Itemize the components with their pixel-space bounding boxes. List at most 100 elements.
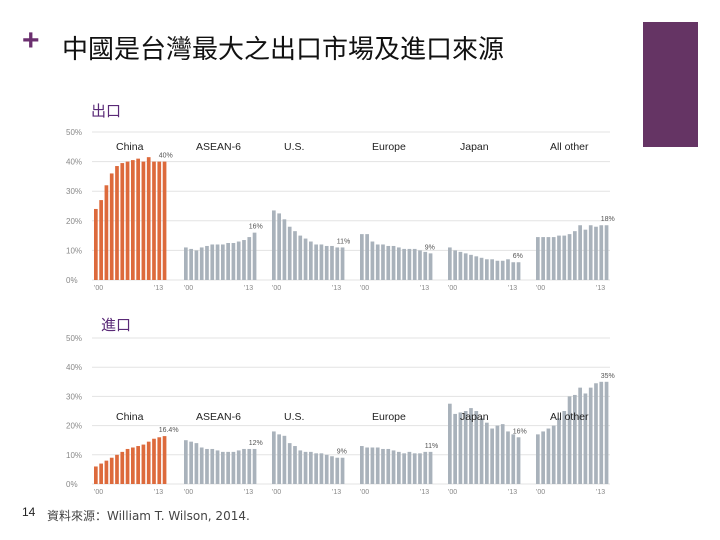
bar bbox=[247, 448, 252, 484]
bar bbox=[511, 434, 516, 484]
bar bbox=[604, 225, 609, 280]
bar bbox=[599, 225, 604, 280]
group-name-label: ASEAN-6 bbox=[196, 141, 241, 153]
end-value-label: 18% bbox=[601, 216, 615, 223]
group-name-label: U.S. bbox=[284, 411, 304, 423]
bar bbox=[210, 244, 215, 280]
x-tick-label: '13 bbox=[332, 285, 341, 292]
bar bbox=[391, 245, 396, 280]
bar bbox=[402, 248, 406, 280]
bar bbox=[370, 241, 375, 280]
bar bbox=[157, 161, 162, 280]
y-tick-label: 20% bbox=[66, 217, 82, 226]
bar bbox=[573, 394, 577, 484]
bar bbox=[215, 244, 220, 280]
end-value-label: 9% bbox=[337, 449, 347, 456]
x-tick-label: '00 bbox=[448, 285, 457, 292]
bar bbox=[99, 200, 103, 280]
bar bbox=[340, 247, 345, 280]
group-name-label: All other bbox=[550, 141, 589, 153]
bar bbox=[562, 411, 567, 484]
bar bbox=[588, 387, 593, 484]
y-tick-label: 40% bbox=[66, 363, 82, 372]
bar bbox=[141, 444, 146, 484]
x-tick-label: '13 bbox=[332, 489, 341, 496]
source-note: 資料來源：William T. Wilson, 2014. bbox=[47, 509, 250, 523]
x-tick-label: '00 bbox=[94, 489, 103, 496]
bar bbox=[99, 463, 103, 484]
bar bbox=[490, 428, 494, 484]
bar bbox=[604, 381, 609, 484]
bar bbox=[578, 225, 582, 280]
bar bbox=[407, 248, 412, 280]
bar bbox=[125, 161, 130, 280]
bar bbox=[162, 436, 167, 484]
bar bbox=[458, 412, 463, 484]
end-value-label: 40% bbox=[159, 153, 173, 160]
group-name-label: Europe bbox=[372, 411, 406, 423]
bar bbox=[319, 244, 324, 280]
bar bbox=[546, 237, 551, 280]
bar bbox=[252, 448, 257, 484]
group-name-label: U.S. bbox=[284, 141, 304, 153]
slide-title: 中國是台灣最大之出口市場及進口來源 bbox=[62, 35, 505, 65]
bar bbox=[386, 245, 391, 280]
bar bbox=[242, 448, 246, 484]
bar bbox=[330, 245, 334, 280]
bar bbox=[210, 448, 215, 484]
bullet-plus-icon: + bbox=[22, 24, 40, 57]
bar bbox=[293, 446, 297, 484]
bar bbox=[221, 451, 225, 484]
bar bbox=[386, 448, 391, 484]
bar bbox=[141, 161, 146, 280]
bar bbox=[583, 229, 588, 280]
bar bbox=[226, 243, 230, 280]
bar bbox=[120, 163, 125, 280]
bar bbox=[152, 161, 156, 280]
bar bbox=[375, 244, 380, 280]
bar bbox=[412, 453, 417, 484]
group-name-label: China bbox=[116, 141, 144, 153]
bar bbox=[397, 451, 401, 484]
end-value-label: 16% bbox=[513, 428, 527, 435]
group-name-label: ASEAN-6 bbox=[196, 411, 241, 423]
bar bbox=[330, 456, 334, 484]
bar bbox=[215, 450, 220, 484]
end-value-label: 11% bbox=[337, 238, 351, 245]
bar bbox=[282, 219, 287, 280]
bar bbox=[293, 231, 297, 280]
x-tick-label: '00 bbox=[184, 489, 193, 496]
bar bbox=[205, 245, 209, 280]
group-name-label: All other bbox=[550, 411, 589, 423]
bar bbox=[391, 450, 396, 484]
bar bbox=[485, 422, 489, 484]
bar bbox=[109, 173, 114, 280]
bar bbox=[557, 235, 561, 280]
bar bbox=[423, 451, 428, 484]
bar bbox=[365, 234, 369, 280]
end-value-label: 35% bbox=[601, 373, 615, 380]
bar bbox=[236, 241, 241, 280]
x-tick-label: '13 bbox=[420, 285, 429, 292]
bar bbox=[298, 235, 303, 280]
bar bbox=[381, 448, 385, 484]
x-tick-label: '00 bbox=[536, 285, 545, 292]
bar bbox=[282, 435, 287, 484]
group-name-label: Japan bbox=[460, 141, 489, 153]
bar bbox=[557, 418, 561, 484]
bar bbox=[418, 250, 422, 280]
bar bbox=[115, 166, 119, 280]
bar bbox=[189, 441, 193, 484]
end-value-label: 16% bbox=[249, 224, 263, 231]
bar bbox=[157, 437, 162, 484]
bar bbox=[242, 240, 246, 280]
bar bbox=[453, 413, 457, 484]
bar bbox=[104, 185, 109, 280]
bar bbox=[516, 262, 521, 280]
y-tick-label: 20% bbox=[66, 422, 82, 431]
bar bbox=[314, 244, 318, 280]
bar bbox=[319, 453, 324, 484]
bar bbox=[412, 248, 417, 280]
bar bbox=[131, 447, 135, 484]
x-tick-label: '00 bbox=[360, 489, 369, 496]
